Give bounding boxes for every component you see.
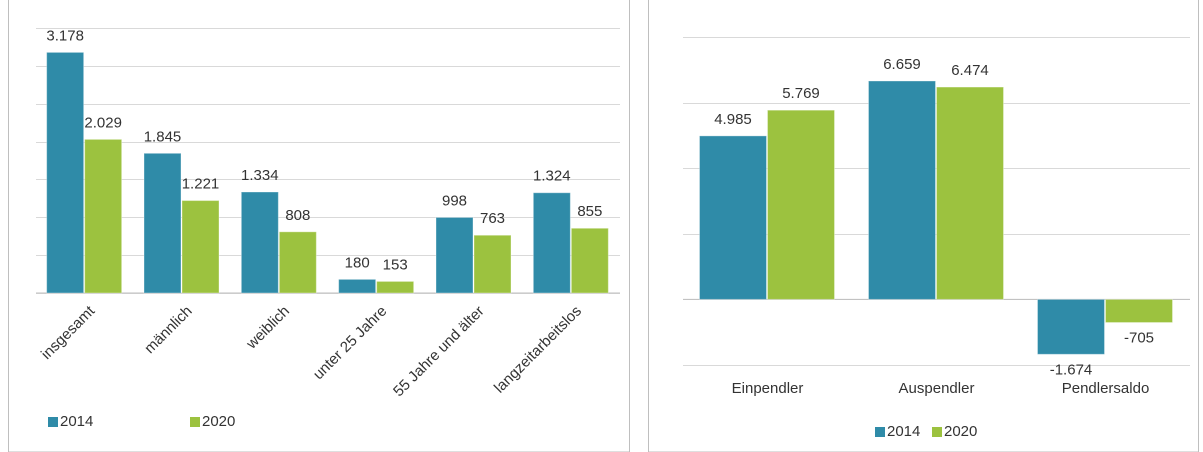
value-label: 855	[577, 203, 602, 220]
bar	[338, 278, 377, 294]
bar	[240, 191, 279, 294]
x-tick-label: Einpendler	[732, 380, 804, 397]
bar	[46, 51, 85, 294]
bar	[1037, 298, 1105, 355]
value-label: 4.985	[714, 111, 752, 128]
x-tick-label: männlich	[141, 303, 195, 357]
value-label: 1.845	[144, 128, 182, 145]
chart-frame	[648, 0, 1199, 452]
legend-label: 2014	[887, 423, 920, 440]
bar	[473, 234, 512, 294]
bar	[376, 280, 415, 294]
bar	[699, 135, 767, 300]
legend-swatch	[48, 417, 58, 427]
value-label: 5.769	[782, 85, 820, 102]
value-label: 6.474	[951, 62, 989, 79]
x-tick-label: insgesamt	[38, 302, 99, 363]
bar	[84, 138, 123, 294]
bar	[868, 80, 936, 300]
x-tick-label: Auspendler	[899, 380, 975, 397]
bar	[570, 227, 609, 294]
value-label: 2.029	[84, 114, 122, 131]
chart-frame	[8, 0, 630, 452]
legend-label: 2014	[60, 413, 93, 430]
bar	[278, 231, 317, 294]
value-label: 153	[383, 256, 408, 273]
bar	[143, 152, 182, 294]
bar	[767, 109, 835, 300]
value-label: 1.324	[533, 168, 571, 185]
value-label: 1.221	[182, 176, 220, 193]
value-label: -705	[1124, 329, 1154, 346]
legend-swatch	[875, 427, 885, 437]
x-tick-label: 55 Jahre und älter	[390, 303, 488, 401]
value-label: 763	[480, 210, 505, 227]
value-label: 180	[345, 254, 370, 271]
value-label: 808	[285, 207, 310, 224]
x-tick-label: unter 25 Jahre	[310, 303, 390, 383]
value-label: 6.659	[883, 56, 921, 73]
legend-swatch	[190, 417, 200, 427]
value-label: 998	[442, 192, 467, 209]
x-tick-label: weiblich	[243, 303, 293, 353]
legend-swatch	[932, 427, 942, 437]
legend-label: 2020	[202, 413, 235, 430]
bar	[435, 216, 474, 294]
x-tick-label: langzeitarbeitslos	[491, 303, 585, 397]
legend-label: 2020	[944, 423, 977, 440]
x-tick-label: Pendlersaldo	[1062, 380, 1150, 397]
bar	[532, 192, 571, 294]
bar	[181, 200, 220, 294]
bar	[1105, 298, 1173, 324]
value-label: 1.334	[241, 167, 279, 184]
value-label: -1.674	[1050, 361, 1093, 378]
value-label: 3.178	[46, 27, 84, 44]
bar	[936, 86, 1004, 300]
